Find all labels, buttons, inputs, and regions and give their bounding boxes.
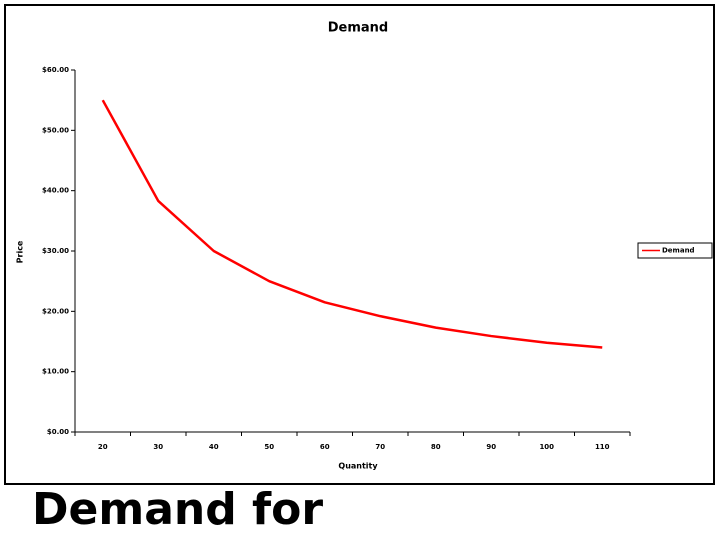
x-tick-label: 50 (264, 443, 274, 451)
x-tick-label: 60 (320, 443, 330, 451)
legend-box (637, 242, 713, 259)
page: Demand Quantity Price $0.00 $10.00 $20.00 $… (4, 4, 715, 532)
caption: Demand for (32, 484, 324, 535)
x-tick-label: 70 (375, 443, 385, 451)
y-tick-label: $50.00 (42, 126, 69, 134)
x-tick-label: 20 (98, 443, 108, 451)
chart-title: Demand (328, 21, 389, 36)
chart: Demand Quantity Price $0.00 $10.00 $20.00 $… (4, 4, 715, 485)
x-tick-label: 80 (431, 443, 441, 451)
chart-frame (4, 4, 715, 485)
data-line (101, 99, 603, 349)
y-tick-label: $10.00 (42, 368, 69, 376)
x-axis-label: Quantity (338, 462, 378, 471)
y-tick-label: $0.00 (47, 428, 69, 436)
x-tick-label: 90 (486, 443, 496, 451)
y-tick-label: $30.00 (42, 247, 69, 255)
x-tick-label: 40 (209, 443, 219, 451)
x-tick-label: 110 (595, 443, 610, 451)
y-tick-label: $60.00 (42, 66, 69, 74)
legend-label: Demand (662, 247, 695, 255)
y-tick-label: $20.00 (42, 307, 69, 315)
y-axis-label: Price (16, 240, 25, 263)
y-tick-label: $40.00 (42, 187, 69, 195)
x-tick-label: 30 (153, 443, 163, 451)
x-tick-label: 100 (539, 443, 554, 451)
